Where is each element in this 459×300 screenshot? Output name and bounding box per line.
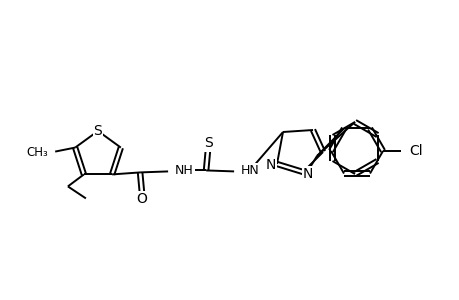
Text: CH₃: CH₃ bbox=[26, 146, 48, 159]
Text: HN: HN bbox=[241, 164, 259, 177]
Text: NH: NH bbox=[175, 164, 193, 177]
Polygon shape bbox=[332, 122, 377, 174]
Text: S: S bbox=[94, 124, 102, 138]
Text: N: N bbox=[265, 158, 275, 172]
Text: Cl: Cl bbox=[408, 144, 422, 158]
Text: O: O bbox=[136, 192, 147, 206]
Text: S: S bbox=[203, 136, 212, 150]
Text: N: N bbox=[302, 167, 313, 181]
